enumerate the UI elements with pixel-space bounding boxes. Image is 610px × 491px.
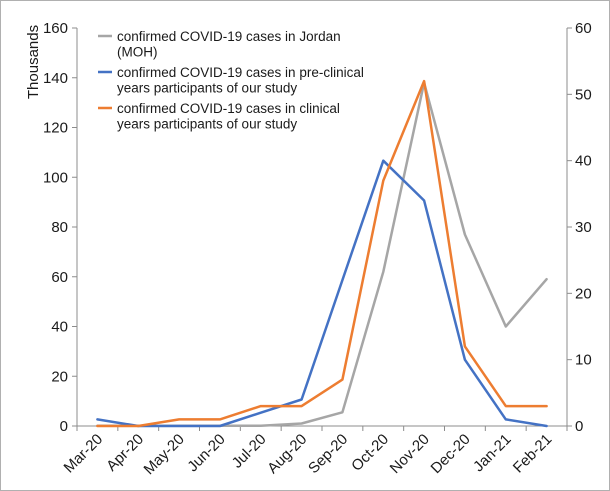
left-tick-label: 160 [43,20,68,37]
legend-label-2: confirmed COVID-19 cases in clinical [117,101,340,116]
legend-label-1: confirmed COVID-19 cases in pre-clinical [117,65,364,80]
left-tick-label: 60 [51,269,68,286]
right-tick-label: 60 [575,20,592,37]
legend-label-0: confirmed COVID-19 cases in Jordan [117,29,341,44]
right-tick-label: 20 [575,285,592,302]
legend-label-2: years participants of our study [117,117,297,132]
right-tick-label: 10 [575,352,592,369]
right-tick-label: 50 [575,86,592,103]
y-axis-label: Thousands [25,25,42,99]
left-tick-label: 20 [51,368,68,385]
left-tick-label: 120 [43,120,68,137]
left-tick-label: 100 [43,169,68,186]
legend-label-1: years participants of our study [117,81,297,96]
left-tick-label: 0 [60,418,68,435]
left-tick-label: 140 [43,70,68,87]
left-tick-label: 40 [51,319,68,336]
legend-label-0: (MOH) [117,45,158,60]
right-tick-label: 40 [575,153,592,170]
right-tick-label: 0 [575,418,583,435]
right-tick-label: 30 [575,219,592,236]
left-tick-label: 80 [51,219,68,236]
y-axis-label-text: Thousands [25,25,42,99]
